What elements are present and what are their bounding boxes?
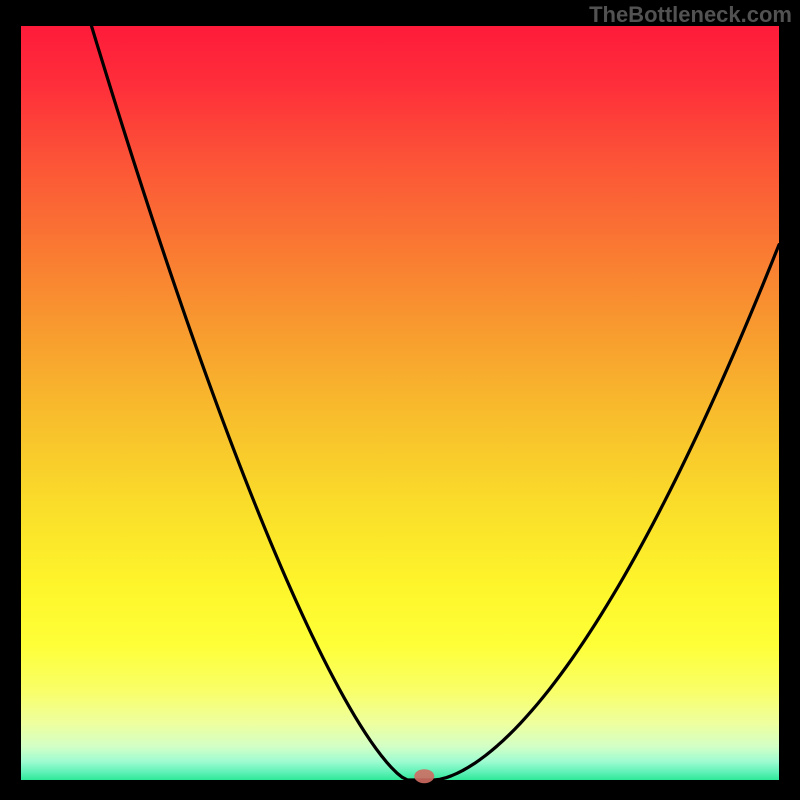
- plot-gradient-background: [21, 26, 779, 780]
- attribution-text: TheBottleneck.com: [589, 2, 792, 28]
- bottleneck-chart: [0, 0, 800, 800]
- minimum-marker: [414, 769, 434, 783]
